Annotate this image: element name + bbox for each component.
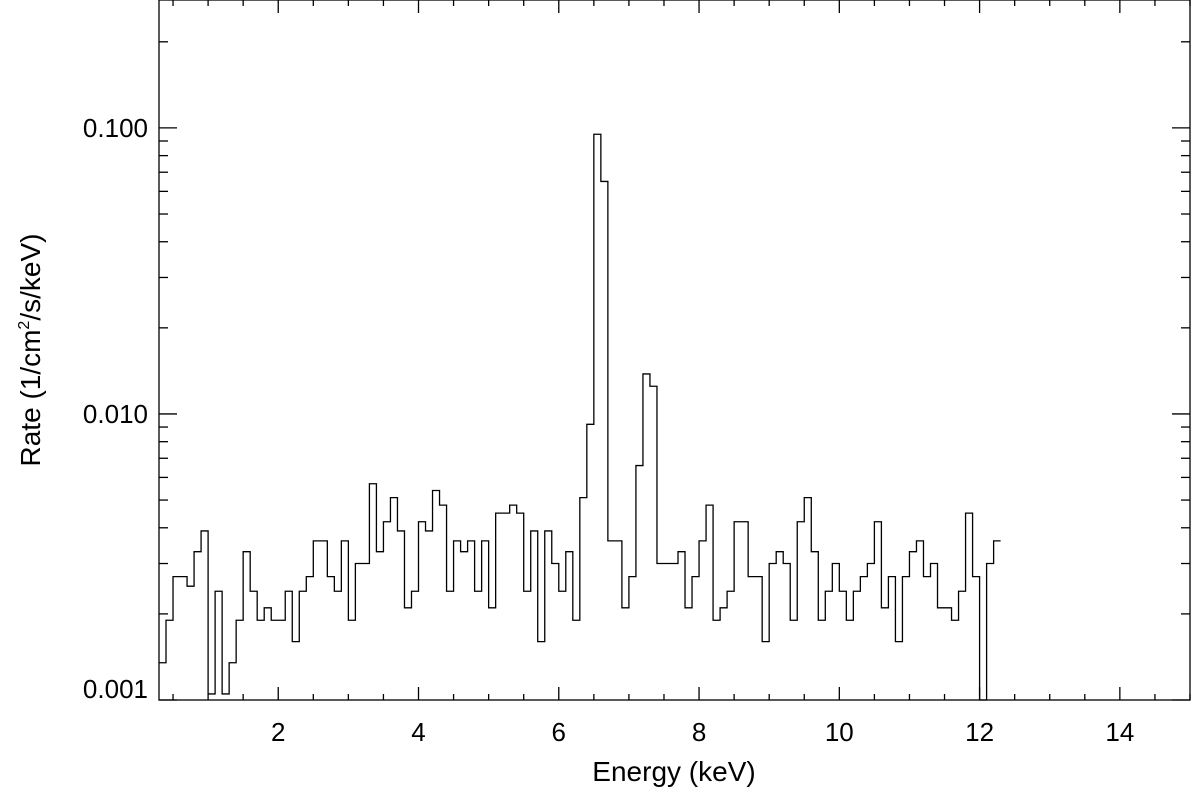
x-tick-label: 14 — [1105, 717, 1134, 747]
spectrum-series-line — [159, 133, 1001, 701]
x-axis-label: Energy (keV) — [592, 756, 755, 787]
axis-tick-labels: 2 4 6 8 10 12 14 0.001 0.010 0.100 — [83, 113, 1134, 747]
axis-ticks — [159, 0, 1191, 701]
y-tick-label: 0.001 — [83, 674, 148, 704]
x-tick-label: 10 — [825, 717, 854, 747]
x-tick-label: 8 — [692, 717, 706, 747]
y-tick-label: 0.100 — [83, 113, 148, 143]
y-axis-label: Rate (1/cm2/s/keV) — [15, 234, 46, 467]
y-axis-label-suffix: /s/keV) — [15, 234, 46, 321]
y-tick-label: 0.010 — [83, 399, 148, 429]
x-tick-label: 6 — [552, 717, 566, 747]
x-tick-label: 2 — [271, 717, 285, 747]
x-tick-label: 12 — [965, 717, 994, 747]
x-tick-label: 4 — [411, 717, 425, 747]
plot-frame — [158, 0, 1191, 701]
y-axis-label-superscript: 2 — [16, 321, 33, 330]
y-axis-label-prefix: Rate (1/cm — [15, 330, 46, 467]
